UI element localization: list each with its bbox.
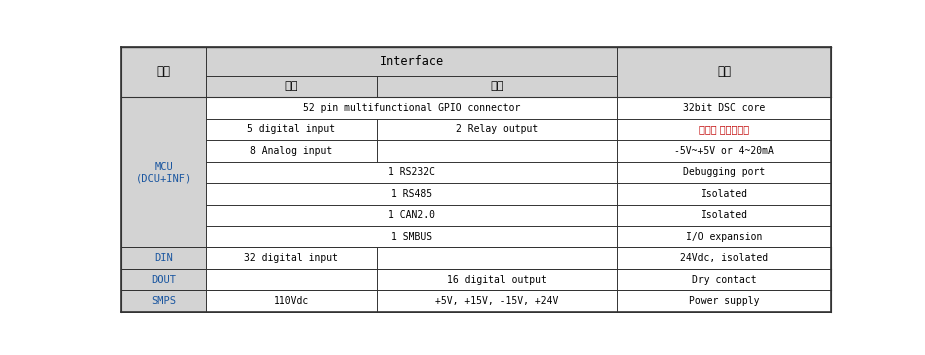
Bar: [206, 162, 618, 183]
Bar: [206, 47, 618, 76]
Bar: [618, 269, 831, 290]
Text: 110Vdc: 110Vdc: [274, 296, 309, 306]
Text: 8 Analog input: 8 Analog input: [250, 146, 332, 156]
Bar: [121, 97, 206, 247]
Text: 1 CAN2.0: 1 CAN2.0: [388, 210, 435, 220]
Bar: [618, 97, 831, 119]
Bar: [376, 290, 618, 312]
Bar: [206, 290, 376, 312]
Text: Dry contact: Dry contact: [692, 275, 757, 285]
Bar: [376, 247, 618, 269]
Text: +5V, +15V, -15V, +24V: +5V, +15V, -15V, +24V: [436, 296, 559, 306]
Text: 52 pin multifunctional GPIO connector: 52 pin multifunctional GPIO connector: [303, 103, 521, 113]
Text: 1 SMBUS: 1 SMBUS: [391, 232, 432, 242]
Bar: [206, 140, 376, 162]
Bar: [618, 119, 831, 140]
Bar: [206, 247, 376, 269]
Bar: [376, 140, 618, 162]
Text: 1 RS485: 1 RS485: [391, 189, 432, 199]
Text: DOUT: DOUT: [151, 275, 176, 285]
Text: 비고: 비고: [717, 65, 732, 78]
Bar: [618, 47, 831, 97]
Text: 출력: 출력: [490, 82, 504, 92]
Bar: [618, 247, 831, 269]
Bar: [376, 269, 618, 290]
Text: MCU
(DCU+INF): MCU (DCU+INF): [136, 162, 191, 183]
Text: 2 Relay output: 2 Relay output: [456, 124, 538, 135]
Bar: [618, 140, 831, 162]
Text: 16 digital output: 16 digital output: [447, 275, 547, 285]
Bar: [121, 290, 206, 312]
Text: 입력: 입력: [285, 82, 298, 92]
Text: I/O expansion: I/O expansion: [686, 232, 762, 242]
Bar: [618, 290, 831, 312]
Bar: [206, 226, 618, 247]
Text: 5 digital input: 5 digital input: [247, 124, 336, 135]
Text: 24Vdc, isolated: 24Vdc, isolated: [680, 253, 769, 263]
Bar: [206, 204, 618, 226]
Bar: [121, 269, 206, 290]
Text: Debugging port: Debugging port: [684, 167, 765, 178]
Text: Isolated: Isolated: [701, 210, 747, 220]
Bar: [206, 269, 376, 290]
Bar: [618, 226, 831, 247]
Text: Interface: Interface: [379, 55, 444, 68]
Bar: [206, 76, 376, 97]
Bar: [376, 76, 618, 97]
Bar: [206, 97, 618, 119]
Text: Isolated: Isolated: [701, 189, 747, 199]
Text: SMPS: SMPS: [151, 296, 176, 306]
Bar: [121, 47, 206, 97]
Text: 종류: 종류: [156, 65, 170, 78]
Bar: [618, 183, 831, 204]
Bar: [206, 183, 618, 204]
Text: DIN: DIN: [154, 253, 173, 263]
Text: 32 digital input: 32 digital input: [244, 253, 339, 263]
Text: 1 RS232C: 1 RS232C: [388, 167, 435, 178]
Text: 다기능 인터페이스: 다기능 인터페이스: [699, 124, 749, 135]
Bar: [376, 119, 618, 140]
Bar: [618, 162, 831, 183]
Text: -5V~+5V or 4~20mA: -5V~+5V or 4~20mA: [674, 146, 774, 156]
Bar: [206, 119, 376, 140]
Text: 32bit DSC core: 32bit DSC core: [684, 103, 765, 113]
Text: Power supply: Power supply: [689, 296, 759, 306]
Bar: [121, 247, 206, 269]
Bar: [618, 204, 831, 226]
